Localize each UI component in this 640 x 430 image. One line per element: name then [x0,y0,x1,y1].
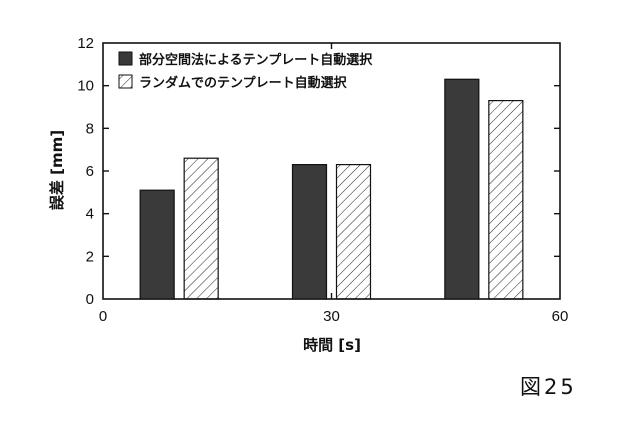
y-tick-label: 8 [86,120,94,137]
bar-subspace [293,165,327,299]
y-tick-label: 4 [86,206,94,223]
legend-swatch-random [119,75,132,88]
y-tick-label: 2 [86,248,94,265]
legend-swatch-subspace [119,52,132,65]
y-tick-label: 0 [86,291,94,308]
legend-label-subspace: 部分空間法によるテンプレート自動選択 [139,52,373,68]
x-tick-label: 60 [552,308,569,325]
bar-random [184,158,218,299]
bar-random [489,101,523,299]
legend-label-random: ランダムでのテンプレート自動選択 [139,75,348,91]
bar-subspace [445,79,479,299]
y-tick-label: 12 [77,35,94,52]
y-tick-label: 6 [86,163,94,180]
x-tick-label: 0 [99,308,107,325]
figure-caption: 図25 [520,375,577,399]
x-tick-label: 30 [323,308,340,325]
bars-group [140,79,523,299]
bar-random [337,165,371,299]
bar-subspace [140,190,174,299]
y-axis-label: 誤差 [mm] [48,130,66,210]
y-tick-label: 10 [77,78,94,95]
legend: 部分空間法によるテンプレート自動選択 ランダムでのテンプレート自動選択 [119,52,373,91]
x-axis-label: 時間 [s] [303,336,361,354]
